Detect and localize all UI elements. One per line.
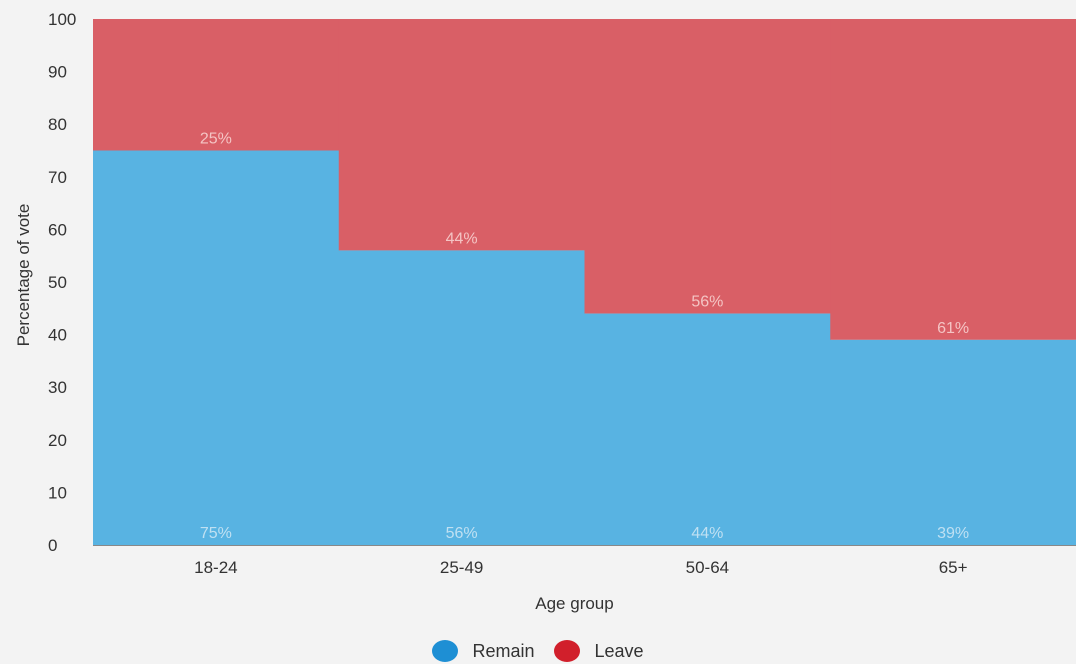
- data-label-remain-25-49: 56%: [446, 525, 478, 542]
- x-axis-title: Age group: [535, 594, 613, 613]
- legend-swatch-remain: [432, 640, 459, 662]
- x-axis-ticks: 18-24 25-49 50-64 65+: [194, 558, 967, 577]
- legend-label-remain: Remain: [472, 640, 535, 661]
- data-label-remain-50-64: 44%: [691, 525, 723, 542]
- x-tick-label-50-64: 50-64: [686, 558, 729, 577]
- y-tick-label-100: 100: [48, 10, 76, 29]
- y-tick-label-60: 60: [48, 220, 67, 239]
- bars-group: [93, 19, 1076, 545]
- legend-item-remain[interactable]: Remain: [432, 640, 534, 662]
- data-label-leave-18-24: 25%: [200, 131, 232, 148]
- data-label-leave-65+: 61%: [937, 320, 969, 337]
- x-tick-label-25-49: 25-49: [440, 558, 483, 577]
- bar-remain-50-64[interactable]: [584, 313, 831, 545]
- y-tick-label-0: 0: [48, 536, 57, 555]
- data-label-leave-50-64: 56%: [691, 294, 723, 311]
- y-tick-label-50: 50: [48, 273, 67, 292]
- legend-item-leave[interactable]: Leave: [554, 640, 644, 662]
- legend-swatch-leave: [554, 640, 581, 662]
- legend-label-leave: Leave: [594, 640, 644, 661]
- y-tick-label-40: 40: [48, 326, 67, 345]
- data-labels-group: 25% 75% 44% 56% 56% 44% 61% 39%: [200, 131, 969, 543]
- y-tick-label-10: 10: [48, 483, 67, 502]
- y-axis-title: Percentage of vote: [14, 204, 33, 347]
- bar-remain-18-24[interactable]: [93, 150, 340, 546]
- data-label-leave-25-49: 44%: [446, 230, 478, 247]
- x-tick-label-65+: 65+: [939, 558, 968, 577]
- y-axis-ticks: 0 10 20 30 40 50 60 70 80 90 100: [48, 10, 76, 555]
- bar-remain-65+[interactable]: [830, 339, 1076, 545]
- y-tick-label-20: 20: [48, 431, 67, 450]
- bar-leave-25-49[interactable]: [338, 19, 585, 251]
- y-tick-label-80: 80: [48, 115, 67, 134]
- data-label-remain-65+: 39%: [937, 525, 969, 542]
- y-tick-label-90: 90: [48, 63, 67, 82]
- data-label-remain-18-24: 75%: [200, 525, 232, 542]
- bar-leave-18-24[interactable]: [93, 19, 340, 151]
- x-tick-label-18-24: 18-24: [194, 558, 237, 577]
- bar-leave-65+[interactable]: [830, 19, 1076, 340]
- bar-remain-25-49[interactable]: [338, 250, 585, 545]
- y-tick-label-70: 70: [48, 168, 67, 187]
- legend: Remain Leave: [0, 638, 1076, 664]
- y-tick-label-30: 30: [48, 378, 67, 397]
- bar-leave-50-64[interactable]: [584, 19, 831, 314]
